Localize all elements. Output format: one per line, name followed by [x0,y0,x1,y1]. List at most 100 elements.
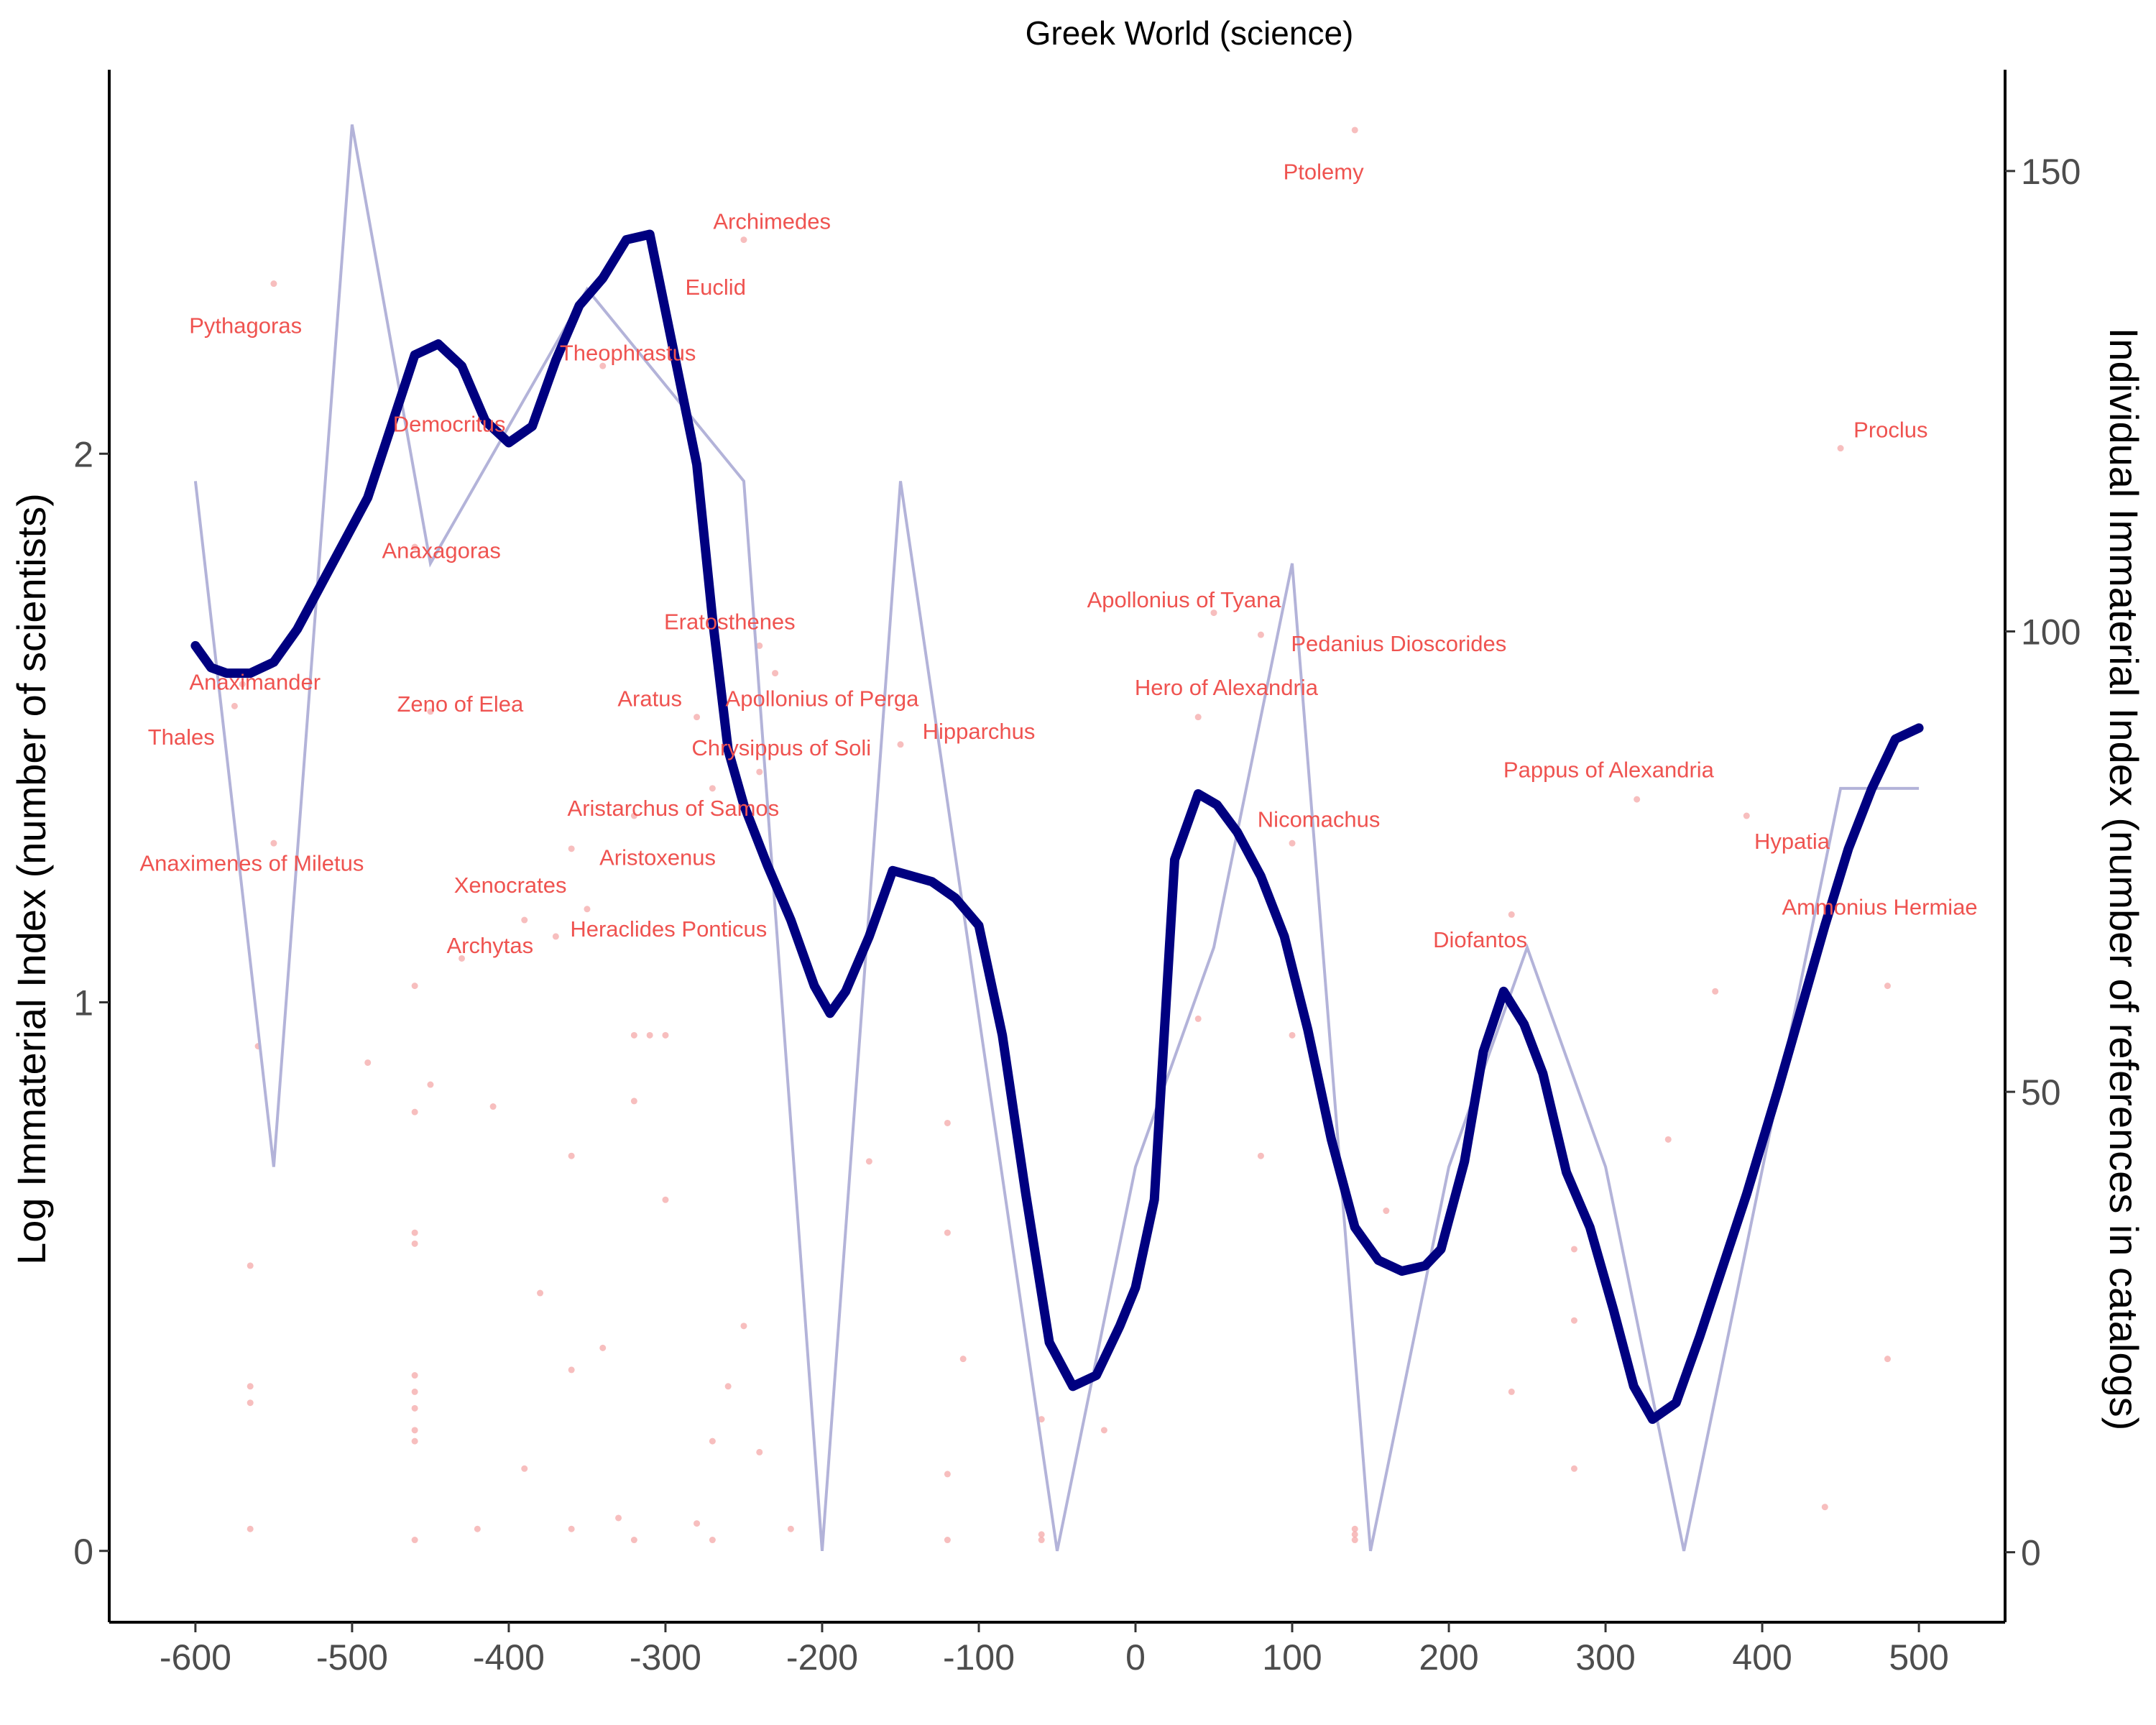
label-apollonius-of-tyana: Apollonius of Tyana [1087,587,1282,612]
label-diofantos: Diofantos [1433,927,1527,952]
data-point-71 [1210,610,1217,617]
data-point-52 [740,1322,747,1330]
y2-tick-label: 50 [2021,1072,2061,1113]
data-point-18 [411,1427,418,1434]
data-point-38 [630,812,637,819]
x-tick-label: 200 [1419,1637,1478,1678]
data-point-21 [427,708,434,715]
label-theophrastus: Theophrastus [560,341,696,366]
data-point-68 [1100,1427,1107,1434]
data-point-22 [427,1081,434,1088]
data-point-58 [865,1158,872,1165]
data-point-43 [662,1031,669,1039]
chart-title: Greek World (science) [1026,14,1354,52]
x-tick-label: 400 [1732,1637,1792,1678]
data-point-79 [1351,1537,1358,1544]
data-point-10 [411,543,418,551]
data-point-78 [1351,1531,1358,1538]
data-point-31 [568,1152,575,1159]
x-tick-label: -300 [630,1637,701,1678]
label-heraclides-ponticus: Heraclides Ponticus [570,916,767,942]
label-ammonius-hermiae: Ammonius Hermiae [1782,894,1977,919]
data-point-48 [709,1438,716,1445]
data-point-17 [411,1404,418,1412]
data-point-89 [1743,812,1750,819]
y2-tick-label: 0 [2021,1533,2041,1573]
data-point-56 [772,670,779,677]
label-aratus: Aratus [617,686,682,711]
data-point-65 [1038,1416,1045,1423]
data-point-75 [1289,1031,1296,1039]
label-eratosthenes: Eratosthenes [664,610,796,635]
data-point-60 [944,1119,951,1126]
data-point-15 [411,1372,418,1379]
data-point-45 [694,714,701,721]
label-aristarchus-of-samos: Aristarchus of Samos [568,796,780,821]
data-point-3 [247,1262,254,1269]
y2-axis-title: Individual Immaterial Index (number of r… [2101,328,2147,1431]
data-point-93 [1884,1356,1891,1363]
data-point-92 [1884,983,1891,990]
data-point-85 [1570,1465,1577,1472]
x-tick-label: -100 [943,1637,1015,1678]
data-point-20 [411,1537,418,1544]
label-pappus-of-alexandria: Pappus of Alexandria [1503,758,1715,783]
data-point-57 [787,1525,794,1532]
data-point-7 [270,840,277,847]
data-point-25 [489,1103,497,1110]
y-axis-title: Log Immaterial Index (number of scientis… [9,493,54,1265]
data-point-36 [599,1344,607,1351]
data-point-23 [459,954,466,962]
data-point-34 [584,906,591,913]
data-point-73 [1257,1152,1264,1159]
data-point-42 [646,1031,653,1039]
data-point-26 [521,916,528,924]
label-chrysippus-of-soli: Chrysippus of Soli [691,735,871,760]
y-tick-label: 1 [73,983,93,1024]
data-point-9 [364,1059,372,1066]
data-point-33 [568,1525,575,1532]
data-point-61 [944,1229,951,1236]
data-point-4 [247,1383,254,1390]
y-tick-label: 0 [73,1532,93,1572]
data-point-28 [537,1289,544,1297]
data-point-32 [568,1366,575,1374]
data-point-87 [1664,1136,1672,1143]
data-point-81 [1508,911,1515,918]
data-point-54 [756,768,763,776]
data-point-63 [944,1537,951,1544]
label-democritus: Democritus [393,412,506,437]
data-point-27 [521,1465,528,1472]
data-point-47 [709,785,716,792]
data-point-40 [630,1098,637,1105]
x-tick-label: 100 [1262,1637,1322,1678]
label-hipparchus: Hipparchus [923,719,1036,744]
label-nicomachus: Nicomachus [1258,806,1381,832]
data-point-91 [1837,445,1844,452]
data-point-37 [615,1514,622,1522]
data-point-90 [1821,1504,1828,1511]
x-tick-label: 300 [1575,1637,1635,1678]
data-point-50 [724,1383,732,1390]
label-euclid: Euclid [686,275,746,300]
label-pedanius-dioscorides: Pedanius Dioscorides [1291,631,1506,656]
data-point-8 [270,280,277,288]
data-point-72 [1257,631,1264,638]
data-point-59 [897,741,904,748]
data-point-46 [694,1520,701,1527]
data-point-1 [239,681,246,688]
data-point-88 [1712,988,1719,995]
data-point-70 [1194,1015,1202,1022]
y-tick-label: 2 [73,434,93,474]
data-point-30 [568,845,575,852]
label-archytas: Archytas [446,933,533,958]
data-point-69 [1194,714,1202,721]
data-point-12 [411,1108,418,1116]
label-proclus: Proclus [1853,417,1927,442]
data-point-53 [756,642,763,649]
data-point-24 [474,1525,481,1532]
label-hero-of-alexandria: Hero of Alexandria [1135,675,1319,700]
x-tick-label: -500 [316,1637,388,1678]
data-point-41 [630,1537,637,1544]
